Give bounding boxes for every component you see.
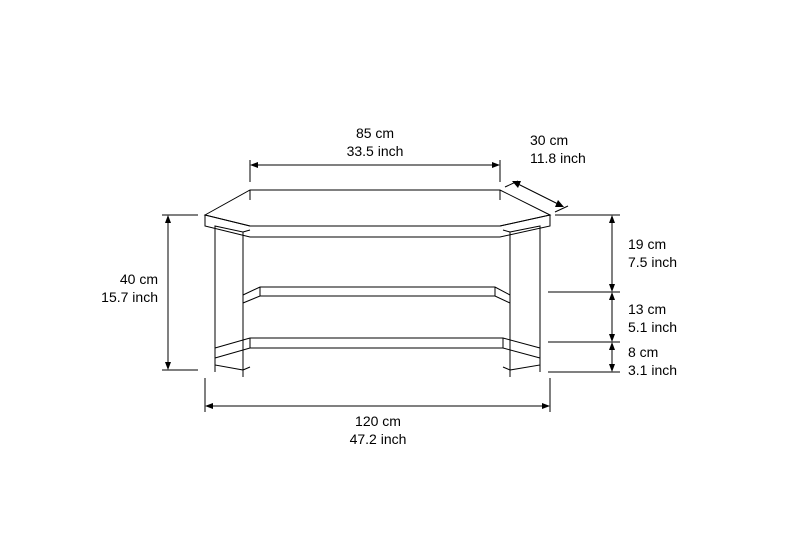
furniture-outline (205, 190, 550, 377)
upper-gap-inch: 7.5 inch (628, 254, 677, 270)
upper-gap-cm: 19 cm (628, 236, 666, 252)
lower-gap-inch: 3.1 inch (628, 362, 677, 378)
depth-inch: 11.8 inch (530, 150, 586, 166)
dimension-right-stack: 19 cm 7.5 inch 13 cm 5.1 inch 8 cm 3.1 i… (548, 215, 677, 378)
total-height-cm: 40 cm (120, 271, 158, 287)
top-width-inch: 33.5 inch (347, 143, 404, 159)
dimension-total-height: 40 cm 15.7 inch (101, 215, 198, 370)
lower-gap-cm: 8 cm (628, 344, 658, 360)
dimension-bottom-width: 120 cm 47.2 inch (205, 378, 550, 447)
bottom-width-cm: 120 cm (355, 413, 401, 429)
dimension-depth: 30 cm 11.8 inch (505, 132, 586, 212)
total-height-inch: 15.7 inch (101, 289, 158, 305)
dimension-diagram: 85 cm 33.5 inch 30 cm 11.8 inch 40 cm 15… (0, 0, 800, 533)
middle-gap-inch: 5.1 inch (628, 319, 677, 335)
top-width-cm: 85 cm (356, 125, 394, 141)
middle-gap-cm: 13 cm (628, 301, 666, 317)
depth-cm: 30 cm (530, 132, 568, 148)
bottom-width-inch: 47.2 inch (350, 431, 407, 447)
dimension-top-width: 85 cm 33.5 inch (250, 125, 500, 182)
